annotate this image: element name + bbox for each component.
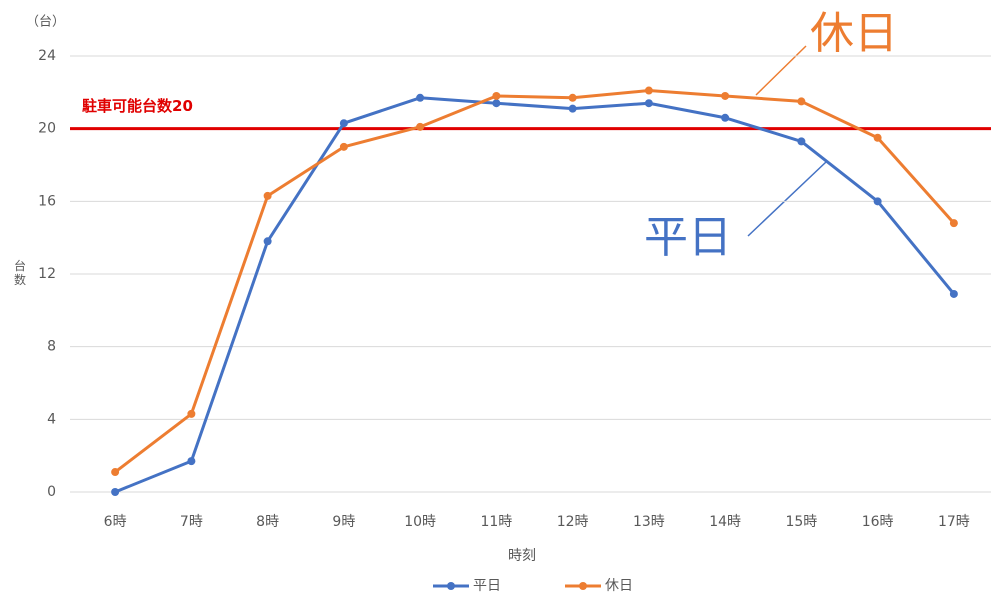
- data-point: [721, 113, 730, 122]
- data-point: [873, 197, 882, 206]
- data-point: [416, 93, 425, 102]
- data-point: [111, 468, 120, 477]
- x-tick-label: 10時: [404, 514, 436, 530]
- data-point: [339, 142, 348, 151]
- data-point: [568, 104, 577, 113]
- legend-label: 休日: [605, 578, 633, 594]
- x-tick-label: 12時: [557, 514, 589, 530]
- series-line: [114, 89, 955, 474]
- y-axis-label: 台数: [14, 258, 26, 287]
- x-tick-label: 7時: [180, 514, 203, 530]
- x-tick-label: 17時: [938, 514, 970, 530]
- data-point: [416, 122, 425, 131]
- x-tick-label: 6時: [104, 514, 127, 530]
- x-axis-label: 時刻: [508, 548, 536, 564]
- data-point: [187, 457, 196, 466]
- annotation: 平日: [644, 212, 732, 263]
- data-point: [797, 97, 806, 106]
- y-tick-label: 8: [47, 339, 56, 355]
- unit-label: （台）: [26, 15, 65, 30]
- data-point: [644, 86, 653, 95]
- reference-label: 駐車可能台数20: [82, 97, 193, 115]
- legend-marker: [579, 582, 587, 590]
- y-tick-label: 24: [38, 48, 56, 64]
- callout-line: [755, 45, 807, 96]
- data-point: [492, 91, 501, 100]
- data-point: [263, 237, 272, 246]
- data-point: [339, 119, 348, 128]
- annotation: 休日: [810, 8, 898, 59]
- legend-marker: [447, 582, 455, 590]
- x-tick-label: 11時: [480, 514, 512, 530]
- data-point: [949, 219, 958, 228]
- x-tick-label: 8時: [256, 514, 279, 530]
- data-point: [797, 137, 806, 146]
- x-tick-label: 9時: [332, 514, 355, 530]
- data-point: [492, 99, 501, 108]
- y-tick-label: 0: [47, 484, 56, 500]
- data-point: [187, 409, 196, 418]
- y-tick-label: 16: [38, 193, 56, 209]
- data-point: [568, 93, 577, 102]
- data-point: [644, 99, 653, 108]
- x-tick-label: 14時: [709, 514, 741, 530]
- y-tick-label: 4: [47, 411, 56, 427]
- callout-line: [747, 161, 827, 237]
- data-point: [263, 191, 272, 200]
- series-line: [114, 96, 956, 494]
- data-point: [949, 289, 958, 298]
- x-tick-label: 13時: [633, 514, 665, 530]
- x-tick-label: 15時: [785, 514, 817, 530]
- y-tick-label: 20: [38, 121, 56, 137]
- legend-label: 平日: [473, 578, 501, 594]
- data-point: [111, 488, 120, 496]
- data-point: [721, 91, 730, 100]
- data-point: [873, 133, 882, 142]
- x-tick-label: 16時: [862, 514, 894, 530]
- y-tick-label: 12: [38, 266, 56, 282]
